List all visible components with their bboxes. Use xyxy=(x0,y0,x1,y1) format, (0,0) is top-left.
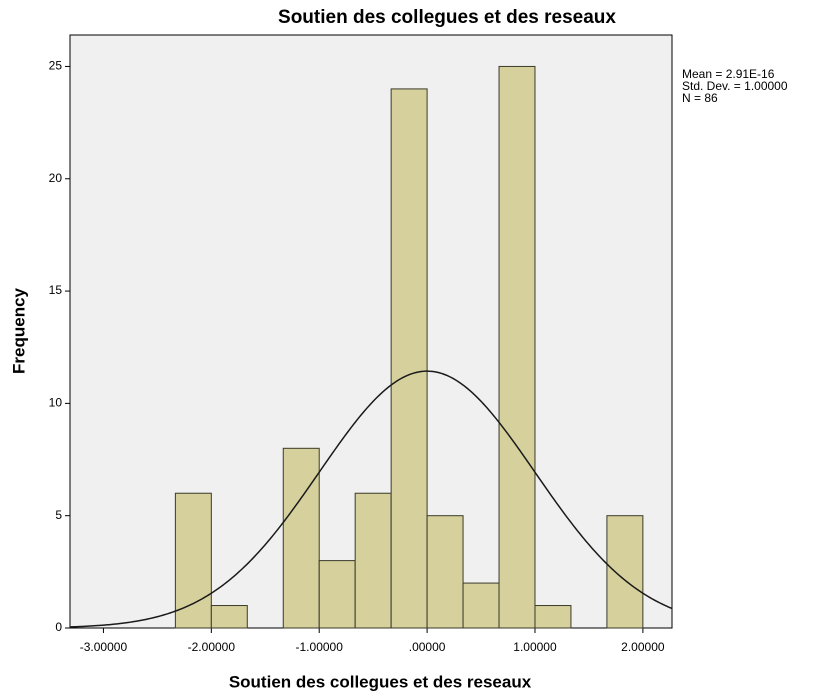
y-tick-label: 15 xyxy=(49,283,63,297)
x-tick-label: .00000 xyxy=(409,640,446,654)
x-axis-label: Soutien des collegues et des reseaux xyxy=(229,672,532,691)
y-axis-label: Frequency xyxy=(9,287,28,374)
bar xyxy=(174,492,212,629)
stat-label: N = 86 xyxy=(682,91,718,105)
stat-label: Mean = 2.91E-16 xyxy=(682,67,775,81)
bar xyxy=(426,515,464,629)
bar xyxy=(462,582,500,629)
bar xyxy=(210,605,248,629)
bar xyxy=(390,88,428,629)
y-tick-label: 10 xyxy=(49,396,63,410)
bar xyxy=(498,65,536,629)
bar xyxy=(534,605,572,629)
y-tick-label: 5 xyxy=(55,508,62,522)
bar xyxy=(318,560,356,629)
bar xyxy=(282,447,320,629)
x-tick-label: 1.00000 xyxy=(513,640,557,654)
y-tick-label: 0 xyxy=(55,620,62,634)
y-tick-label: 25 xyxy=(49,59,63,73)
chart-title: Soutien des collegues et des reseaux xyxy=(278,7,616,28)
stat-label: Std. Dev. = 1.00000 xyxy=(682,79,788,93)
x-tick-label: -3.00000 xyxy=(80,640,128,654)
x-tick-label: -1.00000 xyxy=(296,640,344,654)
x-tick-label: -2.00000 xyxy=(188,640,236,654)
y-tick-label: 20 xyxy=(49,171,63,185)
normal-curve xyxy=(69,370,673,628)
x-tick-label: 2.00000 xyxy=(621,640,665,654)
bar xyxy=(354,492,392,629)
bar xyxy=(606,515,644,629)
